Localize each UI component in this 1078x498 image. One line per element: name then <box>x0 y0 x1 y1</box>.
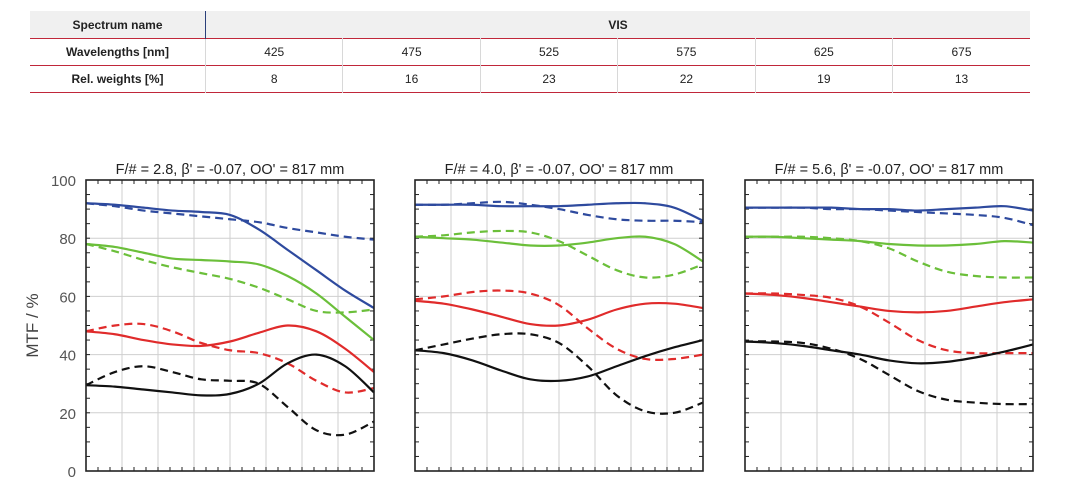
panel-title: F/# = 2.8, β' = -0.07, OO' = 817 mm <box>116 162 345 178</box>
series-line-blue-dashed <box>414 200 704 224</box>
weight-cell: 13 <box>892 65 1030 93</box>
series-line-blue-solid <box>85 202 375 309</box>
series-line-red-solid <box>85 324 375 373</box>
wavelength-cell: 625 <box>754 38 893 66</box>
y-tick-label: 60 <box>59 289 76 306</box>
wavelengths-label: Wavelengths [nm] <box>66 45 169 59</box>
series-line-red-solid <box>414 299 704 327</box>
series-line-green-dashed <box>744 235 1034 279</box>
series-line-black-solid <box>85 353 375 397</box>
series-line-blue-dashed <box>745 206 1034 227</box>
series-line-black-dashed <box>744 340 1034 406</box>
y-tick-label: 40 <box>59 348 76 365</box>
y-tick-label: 0 <box>68 464 76 481</box>
spectrum-table: Spectrum name VIS Wavelengths [nm] 425 4… <box>30 11 1030 93</box>
series-line-black-solid <box>744 340 1034 365</box>
wavelength-cell: 475 <box>342 38 481 66</box>
series-line-green-solid <box>744 235 1034 247</box>
y-tick-label: 20 <box>59 406 76 423</box>
weight-cell: 19 <box>754 65 893 93</box>
wavelength-cell: 675 <box>892 38 1030 66</box>
series-line-green-solid <box>414 235 704 263</box>
wavelengths-row: Wavelengths [nm] 425 475 525 575 625 675 <box>30 38 1030 66</box>
weight-cell: 23 <box>479 65 618 93</box>
panel-title: F/# = 5.6, β' = -0.07, OO' = 817 mm <box>775 162 1004 178</box>
spectrum-row: Spectrum name VIS <box>30 11 1030 39</box>
panel-title: F/# = 4.0, β' = -0.07, OO' = 817 mm <box>445 162 674 178</box>
series-line-red-solid <box>744 292 1034 314</box>
panel-frame <box>744 179 1034 472</box>
weights-label: Rel. weights [%] <box>71 72 164 86</box>
series-line-red-dashed <box>744 292 1033 355</box>
panel-frame <box>85 179 375 472</box>
y-tick-label: 80 <box>59 231 76 248</box>
series-line-red-dashed <box>414 289 704 362</box>
wavelength-cell: 575 <box>617 38 756 66</box>
series-line-blue-solid <box>745 204 1034 212</box>
spectrum-name-value: VIS <box>205 11 1030 39</box>
series-line-green-solid <box>85 242 375 341</box>
series-line-black-solid <box>414 338 704 383</box>
wavelength-cell: 425 <box>204 38 343 66</box>
y-tick-label: 100 <box>51 173 76 190</box>
series-line-blue-dashed <box>85 202 375 241</box>
wavelength-cell: 525 <box>479 38 618 66</box>
weights-row: Rel. weights [%] 8 16 23 22 19 13 <box>30 65 1030 93</box>
series-line-black-dashed <box>85 365 375 437</box>
panel-frame <box>414 179 704 472</box>
weight-cell: 16 <box>342 65 481 93</box>
series-line-green-dashed <box>414 229 704 279</box>
series-line-green-dashed <box>85 242 375 314</box>
y-axis-label: MTF / % <box>23 293 42 357</box>
series-line-blue-solid <box>415 201 704 222</box>
weight-cell: 22 <box>617 65 756 93</box>
series-line-black-dashed <box>414 332 704 415</box>
weight-cell: 8 <box>204 65 343 93</box>
series-line-red-dashed <box>85 322 375 394</box>
spectrum-name-label: Spectrum name <box>30 11 206 39</box>
